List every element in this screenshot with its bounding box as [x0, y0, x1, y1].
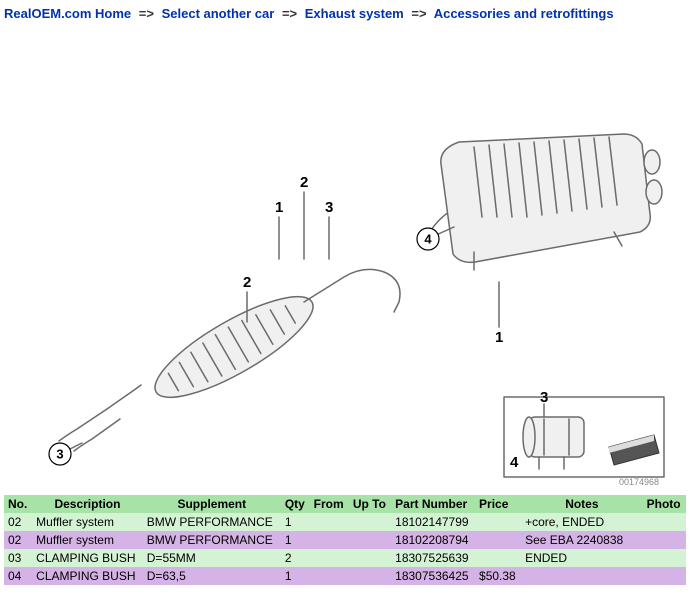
cell-upto [349, 549, 391, 567]
svg-text:2: 2 [243, 274, 251, 291]
cell-no: 02 [4, 531, 32, 549]
col-photo: Photo [643, 495, 686, 513]
cell-qty: 2 [281, 549, 310, 567]
col-price: Price [475, 495, 521, 513]
cell-price [475, 549, 521, 567]
svg-text:1: 1 [275, 199, 283, 216]
svg-text:3: 3 [540, 389, 548, 406]
breadcrumb-link-car[interactable]: Select another car [162, 6, 275, 21]
col-notes: Notes [521, 495, 643, 513]
cell-supplement: D=63,5 [143, 567, 281, 585]
cell-upto [349, 513, 391, 531]
cell-supplement: D=55MM [143, 549, 281, 567]
cell-upto [349, 567, 391, 585]
table-row[interactable]: 02Muffler systemBMW PERFORMANCE1 18102147… [4, 513, 686, 531]
svg-text:1: 1 [495, 329, 503, 346]
parts-table-header-row: No. Description Supplement Qty From Up T… [4, 495, 686, 513]
breadcrumb-sep: => [407, 6, 430, 21]
cell-notes: ENDED [521, 549, 643, 567]
col-from: From [310, 495, 349, 513]
cell-supplement: BMW PERFORMANCE [143, 531, 281, 549]
parts-diagram: 1 2 3 2 1 3 4 3 4 00174968 [4, 27, 686, 487]
svg-text:3: 3 [325, 199, 333, 216]
diagram-svg: 1 2 3 2 1 3 4 3 4 00174968 [4, 27, 686, 487]
cell-no: 02 [4, 513, 32, 531]
cell-photo [643, 549, 686, 567]
cell-description: CLAMPING BUSH [32, 567, 143, 585]
cell-photo [643, 513, 686, 531]
table-row[interactable]: 04CLAMPING BUSHD=63,51 18307536425$50.38 [4, 567, 686, 585]
center-muffler-assembly [59, 269, 400, 451]
col-partnumber: Part Number [391, 495, 475, 513]
svg-text:2: 2 [300, 174, 308, 191]
breadcrumb-sep: => [135, 6, 158, 21]
cell-description: Muffler system [32, 513, 143, 531]
svg-text:4: 4 [510, 454, 519, 471]
cell-from [310, 513, 349, 531]
breadcrumb-sep: => [278, 6, 301, 21]
parts-table: No. Description Supplement Qty From Up T… [4, 495, 686, 585]
cell-supplement: BMW PERFORMANCE [143, 513, 281, 531]
col-upto: Up To [349, 495, 391, 513]
cell-no: 03 [4, 549, 32, 567]
cell-notes [521, 567, 643, 585]
cell-notes: +core, ENDED [521, 513, 643, 531]
breadcrumb-link-home[interactable]: RealOEM.com Home [4, 6, 131, 21]
svg-text:3: 3 [56, 447, 63, 462]
cell-description: Muffler system [32, 531, 143, 549]
cell-no: 04 [4, 567, 32, 585]
col-no: No. [4, 495, 32, 513]
col-description: Description [32, 495, 143, 513]
cell-from [310, 531, 349, 549]
table-row[interactable]: 03CLAMPING BUSHD=55MM2 18307525639 ENDED [4, 549, 686, 567]
cell-qty: 1 [281, 567, 310, 585]
cell-qty: 1 [281, 531, 310, 549]
cell-description: CLAMPING BUSH [32, 549, 143, 567]
cell-photo [643, 531, 686, 549]
inset-clamp [504, 397, 664, 477]
breadcrumb: RealOEM.com Home => Select another car =… [4, 4, 686, 27]
cell-qty: 1 [281, 513, 310, 531]
cell-partnumber: 18102147799 [391, 513, 475, 531]
table-row[interactable]: 02Muffler systemBMW PERFORMANCE1 18102208… [4, 531, 686, 549]
cell-upto [349, 531, 391, 549]
cell-photo [643, 567, 686, 585]
rear-muffler [424, 134, 662, 270]
cell-from [310, 567, 349, 585]
cell-partnumber: 18307525639 [391, 549, 475, 567]
cell-price: $50.38 [475, 567, 521, 585]
cell-partnumber: 18102208794 [391, 531, 475, 549]
cell-from [310, 549, 349, 567]
breadcrumb-link-current[interactable]: Accessories and retrofittings [434, 6, 614, 21]
cell-notes: See EBA 2240838 [521, 531, 643, 549]
breadcrumb-link-system[interactable]: Exhaust system [305, 6, 404, 21]
diagram-image-id: 00174968 [619, 477, 659, 487]
col-qty: Qty [281, 495, 310, 513]
cell-price [475, 531, 521, 549]
cell-price [475, 513, 521, 531]
cell-partnumber: 18307536425 [391, 567, 475, 585]
col-supplement: Supplement [143, 495, 281, 513]
svg-text:4: 4 [424, 232, 432, 247]
